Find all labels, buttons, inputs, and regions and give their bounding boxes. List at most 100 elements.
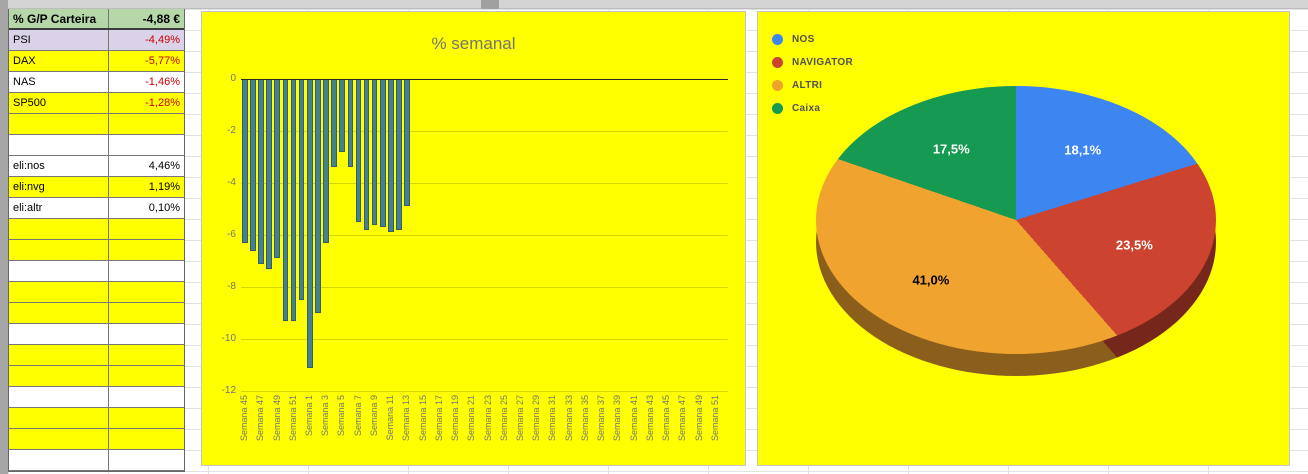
- table-row: eli:altr 0,10%: [9, 198, 184, 219]
- x-tick-label: Semana 51: [709, 395, 720, 442]
- bar-semana-9: [371, 80, 378, 225]
- row-label-cell[interactable]: PSI: [9, 30, 109, 50]
- x-tick-label: Semana 7: [352, 395, 363, 437]
- row-value-cell[interactable]: [109, 282, 184, 302]
- legend-item-navigator: NAVIGATOR: [772, 51, 853, 74]
- row-value-cell[interactable]: [109, 135, 184, 155]
- row-label-cell[interactable]: eli:nvg: [9, 177, 109, 197]
- bar-semana-46: [250, 80, 256, 251]
- row-value-cell[interactable]: [109, 219, 184, 239]
- pie-legend: NOS NAVIGATOR ALTRI Caixa: [772, 28, 853, 120]
- bar-semana-48: [266, 80, 272, 269]
- row-label-cell[interactable]: [9, 345, 109, 365]
- bar-semana-49: [274, 80, 281, 259]
- bar-chart-plot-area: 0 -2 -4 -6 -8 -10 -12 Semana 45 Semana 47 Semana …: [202, 12, 745, 465]
- row-label-cell[interactable]: [9, 219, 109, 239]
- row-value-cell[interactable]: [109, 324, 184, 344]
- bar-semana-3: [323, 80, 329, 243]
- legend-label: ALTRI: [792, 80, 823, 91]
- table-row: eli:nvg 1,19%: [9, 177, 184, 198]
- row-label-cell[interactable]: [9, 387, 109, 407]
- portfolio-allocation-pie-chart[interactable]: NOS NAVIGATOR ALTRI Caixa 18,1% 23,5% 41,0% 17…: [757, 11, 1290, 466]
- x-tick-label: Semana 41: [628, 395, 639, 442]
- row-value-cell[interactable]: [109, 408, 184, 428]
- row-label-cell[interactable]: [9, 366, 109, 386]
- row-label-cell[interactable]: [9, 324, 109, 344]
- row-value-cell[interactable]: [109, 450, 184, 470]
- weekly-percent-bar-chart[interactable]: % semanal 0 -2 -4 -6 -8 -10 -12 Semana 45 Semana…: [201, 11, 746, 466]
- table-row: [9, 450, 184, 471]
- row-label-cell[interactable]: DAX: [9, 51, 109, 71]
- bar-chart-title: % semanal: [431, 34, 516, 53]
- legend-color-dot: [772, 103, 783, 114]
- x-tick-label: Semana 39: [612, 395, 623, 442]
- table-row: [9, 135, 184, 156]
- x-axis-line: [241, 79, 728, 80]
- row-value-cell[interactable]: [109, 240, 184, 260]
- sheet-top-gray-cell: [481, 0, 499, 9]
- legend-label: NOS: [792, 34, 815, 45]
- row-label-cell[interactable]: [9, 450, 109, 470]
- row-value-cell[interactable]: -1,28%: [145, 97, 180, 109]
- row-label-cell[interactable]: [9, 114, 109, 134]
- row-value-cell[interactable]: [109, 261, 184, 281]
- row-value-cell[interactable]: 4,46%: [148, 160, 180, 172]
- bar-semana-12: [396, 80, 402, 230]
- x-tick-label: Semana 19: [450, 395, 461, 442]
- table-row: DAX -5,77%: [9, 51, 184, 72]
- bar-semana-6: [347, 80, 354, 168]
- x-tick-label: Semana 37: [596, 395, 607, 442]
- legend-color-dot: [772, 34, 783, 45]
- row-label-cell[interactable]: eli:nos: [9, 156, 109, 176]
- table-row: [9, 324, 184, 345]
- row-value-cell[interactable]: [109, 114, 184, 134]
- table-row: NAS -1,46%: [9, 72, 184, 93]
- row-label-cell[interactable]: [9, 408, 109, 428]
- bar-semana-1: [306, 80, 313, 368]
- row-label-cell[interactable]: [9, 135, 109, 155]
- row-label-cell[interactable]: [9, 282, 109, 302]
- row-label-cell[interactable]: NAS: [9, 72, 109, 92]
- row-value-cell[interactable]: [109, 429, 184, 449]
- x-tick-label: Semana 25: [498, 395, 509, 442]
- row-label-cell[interactable]: eli:altr: [9, 198, 109, 218]
- row-value-cell[interactable]: 1,19%: [148, 181, 180, 193]
- pie-slice-label-nos: 18,1%: [1064, 142, 1102, 158]
- gridline: [241, 339, 728, 340]
- table-row: [9, 240, 184, 261]
- row-value-cell[interactable]: [109, 303, 184, 323]
- bar-semana-4: [331, 80, 337, 168]
- row-label-cell[interactable]: SP500: [9, 93, 109, 113]
- row-value-cell[interactable]: -1,46%: [145, 76, 180, 88]
- table-row: [9, 429, 184, 450]
- bar-semana-52: [298, 80, 305, 300]
- legend-label: NAVIGATOR: [792, 57, 854, 68]
- row-label-cell[interactable]: [9, 261, 109, 281]
- y-tick-label: -2: [227, 125, 236, 136]
- row-value-cell[interactable]: [109, 366, 184, 386]
- x-tick-label: Semana 15: [417, 395, 428, 442]
- row-value-cell[interactable]: [109, 387, 184, 407]
- x-tick-label: Semana 5: [336, 395, 347, 437]
- row-value-cell[interactable]: -4,49%: [145, 34, 180, 46]
- row-label-cell[interactable]: [9, 429, 109, 449]
- table-row: [9, 366, 184, 387]
- gridline: [241, 183, 728, 184]
- row-label-cell[interactable]: % G/P Carteira: [9, 9, 109, 28]
- row-value-cell[interactable]: -4,88 €: [142, 12, 180, 26]
- x-tick-label: Semana 3: [320, 395, 331, 437]
- row-value-cell[interactable]: -5,77%: [145, 55, 180, 67]
- row-value-cell[interactable]: [109, 345, 184, 365]
- row-label-cell[interactable]: [9, 303, 109, 323]
- table-row: eli:nos 4,46%: [9, 156, 184, 177]
- row-label-cell[interactable]: [9, 240, 109, 260]
- y-tick-label: -6: [227, 229, 236, 240]
- x-tick-label: Semana 9: [368, 395, 379, 437]
- gridline: [241, 235, 728, 236]
- bar-semana-47: [258, 80, 264, 264]
- row-value-cell[interactable]: 0,10%: [148, 202, 180, 214]
- bar-semana-51: [290, 80, 297, 321]
- bar-semana-13: [404, 80, 410, 207]
- bar-semana-11: [388, 80, 394, 233]
- legend-item-caixa: Caixa: [772, 97, 853, 120]
